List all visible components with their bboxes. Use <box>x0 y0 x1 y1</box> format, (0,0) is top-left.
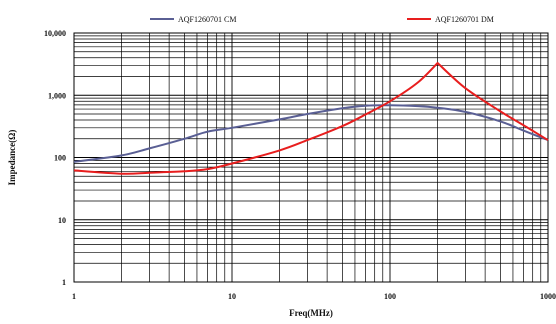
x-tick-label: 1 <box>72 292 76 301</box>
plot-grid <box>73 33 548 283</box>
x-tick-label: 100 <box>384 292 396 301</box>
x-axis-title: Freq(MHz) <box>289 308 333 318</box>
y-tick-label: 10 <box>58 216 66 225</box>
legend-label: AQF1260701 CM <box>178 15 236 24</box>
plot-frame <box>73 32 549 283</box>
x-axis-ticks: 1 10 100 1000 <box>72 292 556 301</box>
series-layer <box>73 62 549 175</box>
y-tick-label: 100 <box>54 154 66 163</box>
y-tick-label: 1 <box>62 278 66 287</box>
y-axis-title: Impedance(Ω) <box>7 130 17 186</box>
y-tick-label: 10,000 <box>44 29 66 38</box>
legend: AQF1260701 CM AQF1260701 DM <box>150 15 494 24</box>
y-tick-label: 1,000 <box>48 91 66 100</box>
dm-series-line <box>73 62 549 175</box>
cm-series-line <box>73 104 549 163</box>
y-axis-ticks: 1 10 100 1,000 10,000 <box>44 29 66 287</box>
x-tick-label: 1000 <box>540 292 556 301</box>
x-tick-label: 10 <box>228 292 236 301</box>
legend-label: AQF1260701 DM <box>435 15 494 24</box>
